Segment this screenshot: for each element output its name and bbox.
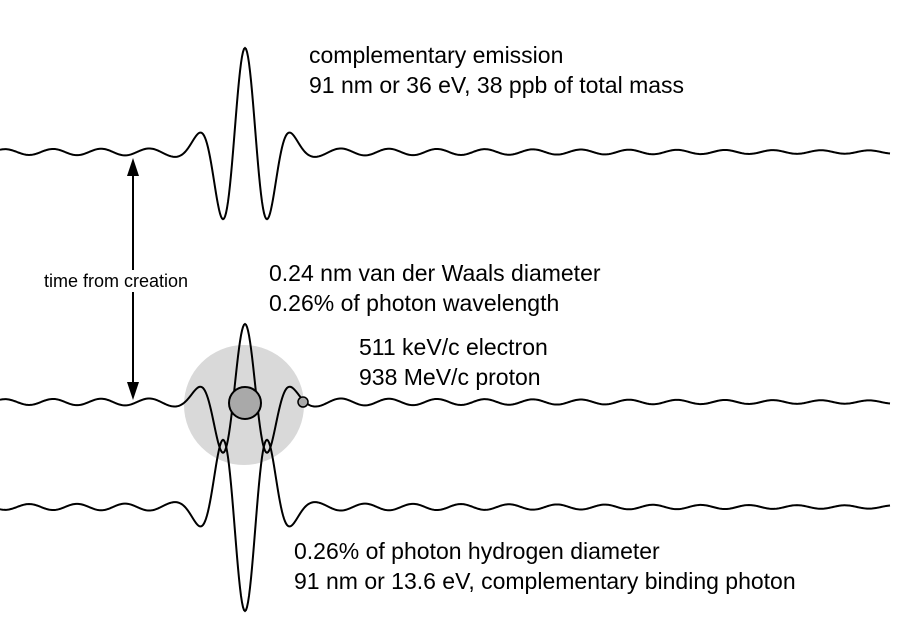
- time-from-creation-label: time from creation: [40, 270, 193, 292]
- top-wave-packet: [0, 46, 891, 221]
- middle-wave-packet: [0, 322, 891, 454]
- proton-dot: [228, 386, 262, 420]
- bottom-wave-title: 0.26% of photon hydrogen diameter: [294, 538, 660, 564]
- bottom-wave-subtitle: 91 nm or 13.6 eV, complementary binding …: [294, 568, 796, 594]
- bottom-wave-packet: [0, 438, 891, 613]
- electron-label: 511 keV/c electron: [359, 334, 548, 360]
- vdw-diameter-label: 0.24 nm van der Waals diameter: [269, 260, 601, 286]
- electron-dot: [297, 396, 309, 408]
- top-wave-title: complementary emission: [309, 42, 564, 68]
- top-wave-subtitle: 91 nm or 36 eV, 38 ppb of total mass: [309, 72, 685, 98]
- proton-label: 938 MeV/c proton: [359, 364, 541, 390]
- vdw-percent-label: 0.26% of photon wavelength: [269, 290, 560, 316]
